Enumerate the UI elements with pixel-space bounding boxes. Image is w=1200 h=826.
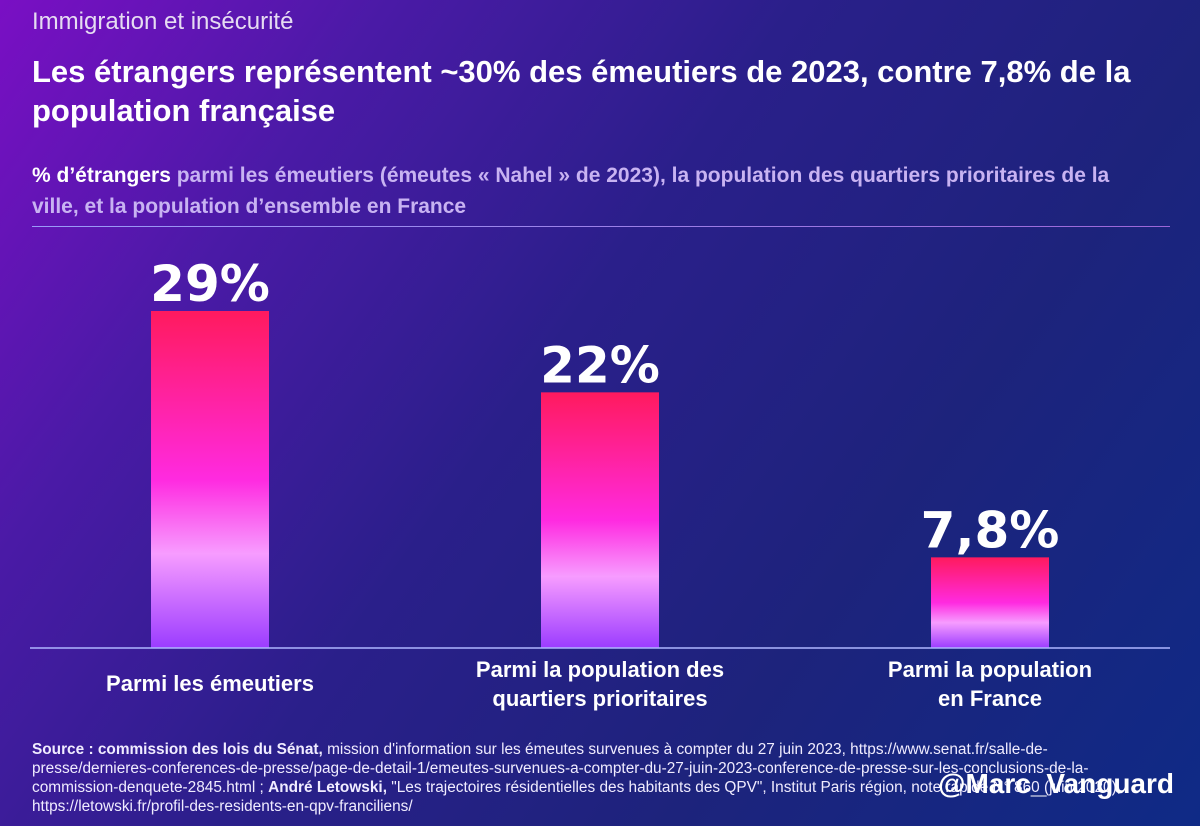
subtitle-rest: parmi les émeutiers (émeutes « Nahel » d… <box>32 164 1110 218</box>
bar-1 <box>151 311 269 648</box>
bar-3 <box>931 557 1049 648</box>
source-part1: mission d'information sur les émeutes su… <box>32 741 1089 796</box>
category-label-line: Parmi la population <box>887 657 1093 682</box>
category-label-2: Parmi la population des quartiers priorit… <box>430 655 770 713</box>
value-label-2: 22% <box>540 336 660 394</box>
category-label-1: Parmi les émeutiers <box>40 669 380 698</box>
chart-subtitle: % d’étrangers parmi les émeutiers (émeut… <box>32 160 1132 222</box>
category-label-line: quartiers prioritaires <box>492 686 708 711</box>
value-label-1: 29% <box>150 255 270 313</box>
source-author: André Letowski, <box>268 779 387 796</box>
source-part2: "Les trajectoires résidentielles des hab… <box>32 779 1121 815</box>
chart-title: Les étrangers représentent ~30% des émeu… <box>32 54 1131 128</box>
category-label-line: en France <box>938 686 1042 711</box>
source-lead: Source : commission des lois du Sénat, <box>32 741 323 758</box>
kicker: Immigration et insécurité <box>32 8 294 35</box>
value-label-3: 7,8% <box>921 501 1060 559</box>
source-note: Source : commission des lois du Sénat, m… <box>32 740 1152 816</box>
category-label-line: Parmi les émeutiers <box>106 671 314 696</box>
bar-2 <box>541 392 659 648</box>
category-label-3: Parmi la population en France <box>820 655 1160 713</box>
subtitle-strong: % d’étrangers <box>32 164 171 187</box>
category-label-line: Parmi la population des <box>475 657 725 682</box>
author-handle: @Marc_Vanguard <box>938 768 1174 799</box>
header-divider <box>32 226 1170 227</box>
bars-group: 29% 22% 7,8% <box>150 255 1059 648</box>
